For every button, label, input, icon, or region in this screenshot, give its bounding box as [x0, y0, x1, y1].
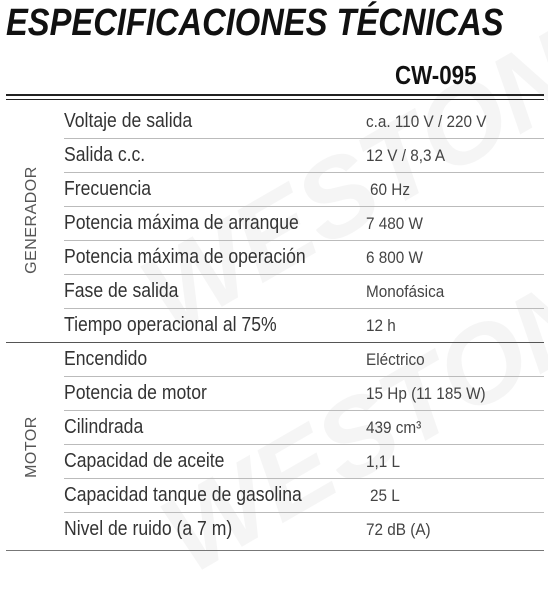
- spec-label: Capacidad de aceite: [64, 450, 225, 472]
- spec-value: 25 L: [370, 486, 400, 505]
- spec-row: Cilindrada 439 cm³: [6, 410, 544, 445]
- spec-label: Tiempo operacional al 75%: [64, 314, 277, 336]
- header-rule-top: [6, 94, 544, 96]
- spec-row: Potencia de motor 15 Hp (11 185 W): [6, 376, 544, 411]
- spec-label: Frecuencia: [64, 178, 152, 200]
- spec-value: 60 Hz: [370, 180, 410, 199]
- spec-row: Capacidad de aceite 1,1 L: [6, 444, 544, 479]
- spec-row: Salida c.c. 12 V / 8,3 A: [6, 138, 544, 173]
- spec-row: Encendido Eléctrico: [6, 342, 544, 377]
- spec-value: 439 cm³: [366, 418, 422, 437]
- spec-label: Encendido: [64, 348, 148, 370]
- spec-value: 7 480 W: [366, 214, 423, 233]
- section-divider: [6, 342, 544, 343]
- spec-value: Monofásica: [366, 282, 445, 301]
- spec-value: 12 V / 8,3 A: [366, 146, 446, 165]
- row-divider: [64, 206, 544, 207]
- spec-label: Cilindrada: [64, 416, 144, 438]
- spec-value: Eléctrico: [366, 350, 425, 369]
- spec-row: Fase de salida Monofásica: [6, 274, 544, 309]
- spec-row: Potencia máxima de arranque 7 480 W: [6, 206, 544, 241]
- row-divider: [64, 478, 544, 479]
- row-divider: [64, 376, 544, 377]
- table-bottom-rule: [6, 550, 544, 551]
- spec-label: Potencia máxima de operación: [64, 246, 306, 268]
- spec-value: c.a. 110 V / 220 V: [366, 112, 487, 131]
- row-divider: [64, 410, 544, 411]
- page-title: ESPECIFICACIONES TÉCNICAS: [6, 2, 504, 44]
- model-number: CW-095: [395, 60, 477, 90]
- spec-row: Potencia máxima de operación 6 800 W: [6, 240, 544, 275]
- row-divider: [64, 138, 544, 139]
- spec-row: Frecuencia 60 Hz: [6, 172, 544, 207]
- spec-row: Capacidad tanque de gasolina 25 L: [6, 478, 544, 513]
- row-divider: [64, 172, 544, 173]
- spec-label: Capacidad tanque de gasolina: [64, 484, 302, 506]
- row-divider: [64, 274, 544, 275]
- spec-label: Voltaje de salida: [64, 110, 193, 132]
- spec-value: 72 dB (A): [366, 520, 431, 539]
- row-divider: [64, 512, 544, 513]
- spec-value: 1,1 L: [366, 452, 401, 471]
- row-divider: [64, 240, 544, 241]
- spec-value: 12 h: [366, 316, 396, 335]
- spec-row: Nivel de ruido (a 7 m) 72 dB (A): [6, 512, 544, 547]
- spec-label: Potencia máxima de arranque: [64, 212, 299, 234]
- spec-row: Voltaje de salida c.a. 110 V / 220 V: [6, 104, 544, 139]
- spec-label: Potencia de motor: [64, 382, 207, 404]
- header-rule-bottom: [6, 99, 544, 100]
- spec-value: 15 Hp (11 185 W): [366, 384, 486, 403]
- spec-value: 6 800 W: [366, 248, 423, 267]
- spec-label: Nivel de ruido (a 7 m): [64, 518, 233, 540]
- spec-label: Salida c.c.: [64, 144, 146, 166]
- row-divider: [64, 444, 544, 445]
- spec-label: Fase de salida: [64, 280, 179, 302]
- spec-row: Tiempo operacional al 75% 12 h: [6, 308, 544, 343]
- row-divider: [64, 308, 544, 309]
